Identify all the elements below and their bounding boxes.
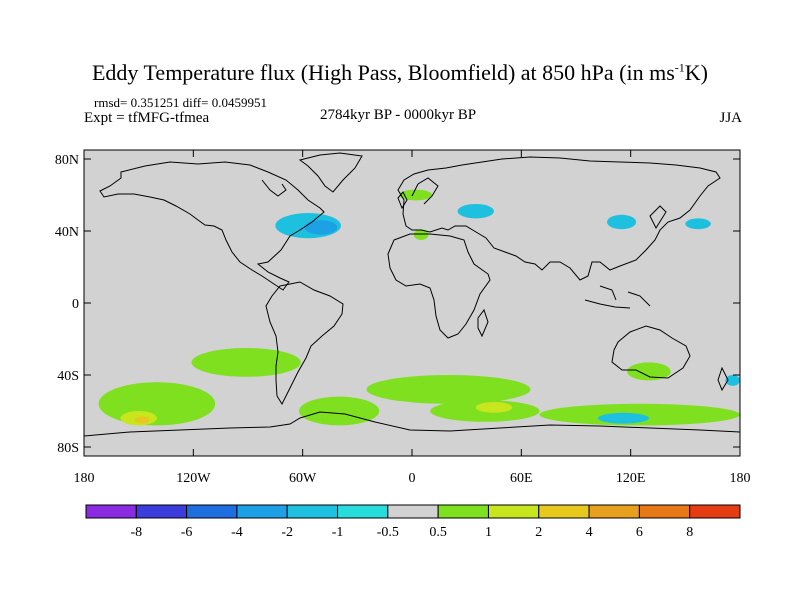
colorbar-box (337, 504, 389, 519)
title-tail: K) (684, 60, 708, 85)
colorbar-label: -6 (181, 525, 193, 540)
colorbar-box (437, 504, 489, 519)
colorbar-box (538, 504, 590, 519)
coast-south-america (265, 281, 344, 406)
lat-tick-label: 0 (72, 297, 79, 312)
coast-indonesia (584, 285, 651, 309)
coast-greenland (298, 152, 363, 193)
colorbar: -8 -6 -4 -2 -1 -0.5 0.5 1 2 4 6 8 (85, 504, 741, 540)
anomaly-fields (98, 189, 740, 426)
anomaly-patch (597, 412, 649, 424)
colorbar-label: 1 (485, 525, 492, 540)
anomaly-patch (304, 220, 338, 235)
colorbar-box (286, 504, 339, 519)
anomaly-patch (475, 402, 513, 413)
coast-madagascar (477, 308, 489, 338)
colorbar-label: 6 (636, 525, 643, 540)
anomaly-patch (606, 214, 637, 230)
colorbar-box (186, 504, 238, 519)
lon-tick-label: 60W (289, 471, 317, 486)
lat-tick-label: 80S (57, 441, 79, 456)
coast-hudson (261, 179, 287, 197)
colorbar-box (487, 504, 540, 519)
anomaly-patch (399, 189, 433, 201)
anomaly-patch (457, 204, 494, 219)
colorbar-label: -0.5 (377, 525, 399, 540)
anomaly-patch (299, 396, 380, 426)
colorbar-box (135, 504, 188, 519)
anomaly-patch (413, 229, 429, 241)
coast-japan (649, 205, 667, 230)
coast-scandinavia (411, 177, 439, 205)
colorbar-box (638, 504, 691, 519)
axis-ticks: 80N 40N 0 40S 80S 180 120W 60W 0 60E 120E 180 (55, 150, 751, 486)
title-main: Eddy Temperature flux (High Pass, Bloomf… (91, 60, 675, 85)
anomaly-patch (366, 375, 531, 404)
season-label: JJA (719, 110, 742, 126)
lon-tick-label: 120E (616, 471, 646, 486)
lat-tick-label: 40N (55, 225, 79, 240)
colorbar-box (689, 504, 741, 519)
lat-tick-label: 40S (57, 369, 79, 384)
coast-antarctica (84, 411, 740, 437)
colorbar-box (85, 504, 137, 519)
coast-australia (611, 325, 691, 379)
anomaly-patch (135, 416, 150, 424)
stats-line: rmsd= 0.351251 diff= 0.0459951 (94, 95, 267, 110)
coast-africa (387, 233, 491, 339)
anomaly-patch (191, 348, 301, 377)
colorbar-box (236, 504, 288, 519)
colorbar-label: 0.5 (429, 525, 447, 540)
coast-new-zealand (717, 366, 729, 392)
coast-british-isles (397, 191, 408, 210)
lon-tick-label: 120W (176, 471, 211, 486)
lat-tick-label: 80N (55, 153, 79, 168)
anomaly-patch (627, 362, 671, 381)
anomaly-patch (725, 375, 740, 386)
plot-title: Eddy Temperature flux (High Pass, Bloomf… (0, 60, 800, 86)
colorbar-label: -2 (281, 525, 293, 540)
colorbar-label: 8 (686, 525, 693, 540)
anomaly-patch (98, 382, 216, 426)
colorbar-label: -8 (130, 525, 142, 540)
colorbar-label: -4 (231, 525, 243, 540)
anomaly-patch (685, 218, 711, 230)
lon-tick-label: 180 (74, 471, 95, 486)
period-label: 2784kyr BP - 0000kyr BP (320, 107, 477, 123)
coast-eurasia-north (397, 156, 721, 281)
coastlines (84, 152, 740, 437)
coast-north-america (99, 161, 325, 291)
title-superscript: -1 (674, 60, 685, 75)
lon-tick-label: 180 (730, 471, 751, 486)
lon-tick-label: 0 (409, 471, 416, 486)
colorbar-box (588, 504, 640, 519)
colorbar-box (387, 504, 439, 519)
colorbar-label: -1 (332, 525, 344, 540)
lon-tick-label: 60E (510, 471, 533, 486)
experiment-label: Expt = tfMFG-tfmea (84, 110, 210, 126)
colorbar-label: 4 (586, 525, 593, 540)
colorbar-label: 2 (535, 525, 542, 540)
